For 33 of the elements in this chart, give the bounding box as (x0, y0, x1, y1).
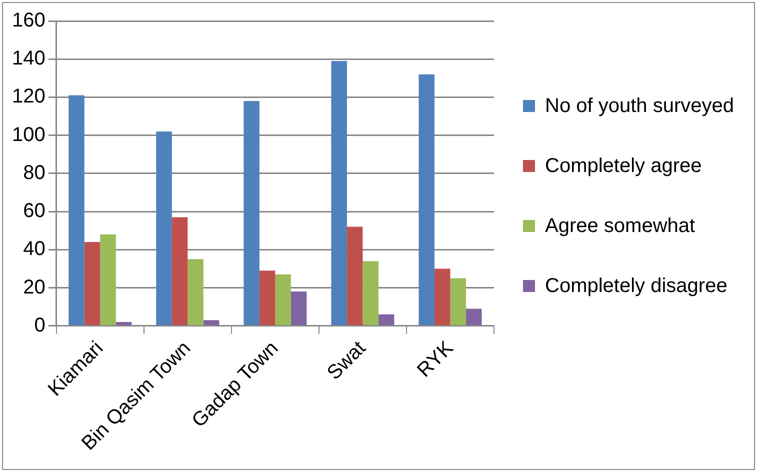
bar (68, 95, 84, 326)
bar (259, 270, 276, 326)
y-tick-label: 20 (23, 276, 46, 298)
bar (84, 242, 100, 326)
bar (362, 261, 378, 326)
bar (156, 132, 172, 326)
bar (450, 278, 466, 326)
bar (346, 226, 363, 326)
y-tick-label: 60 (23, 200, 46, 222)
bar (203, 320, 220, 326)
bar (275, 274, 291, 326)
legend-label: Completely disagree (545, 274, 728, 299)
bar (434, 268, 450, 326)
bar (188, 259, 204, 326)
y-tick-label: 40 (23, 238, 46, 260)
y-tick-label: 0 (34, 314, 46, 336)
y-tick-label: 80 (23, 162, 46, 184)
bar (172, 217, 188, 326)
bar (244, 101, 260, 326)
legend-label: Agree somewhat (545, 214, 696, 239)
legend-label: No of youth surveyed (545, 94, 734, 119)
bar (418, 74, 434, 326)
bar (100, 234, 116, 326)
y-tick-label: 120 (12, 86, 46, 108)
legend-label: Completely agree (545, 154, 702, 179)
y-tick-label: 140 (12, 48, 46, 70)
bar (331, 61, 347, 326)
bar (116, 322, 132, 326)
y-tick-label: 100 (12, 124, 46, 146)
bar (290, 292, 307, 326)
y-tick-label: 160 (12, 10, 46, 32)
bar (466, 308, 482, 326)
bar (378, 314, 394, 326)
